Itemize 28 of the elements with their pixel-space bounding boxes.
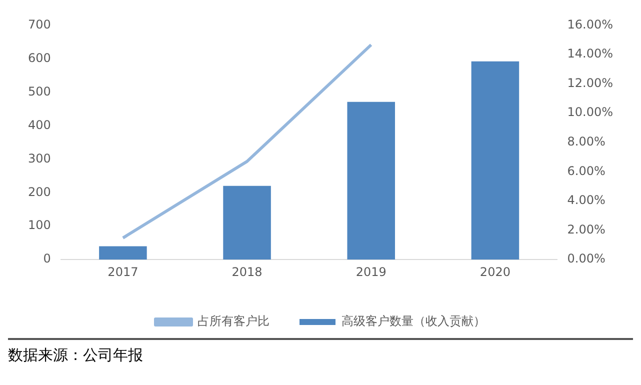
y2-tick-label: 2.00% [567, 222, 606, 236]
y2-tick-label: 0.00% [567, 252, 606, 266]
y-tick-label: 100 [28, 218, 51, 232]
source-note: 数据来源：公司年报 [8, 346, 144, 365]
bar [471, 61, 520, 260]
x-tick-label: 2018 [232, 264, 262, 279]
y-tick-label: 300 [28, 151, 51, 166]
y-tick-label: 400 [28, 118, 51, 132]
y-tick-label: 200 [28, 184, 51, 199]
y-tick-label: 500 [28, 84, 51, 98]
bar [347, 102, 396, 260]
y-tick-label: 600 [28, 50, 51, 65]
y2-tick-label: 6.00% [567, 164, 606, 178]
y2-tick-label: 8.00% [567, 134, 606, 149]
x-tick-label: 2020 [480, 264, 510, 279]
y-tick-label: 700 [28, 17, 51, 32]
y2-tick-label: 16.00% [567, 17, 614, 32]
legend-label: 高级客户数量（收入贡献） [342, 314, 486, 328]
bar [99, 246, 147, 260]
x-tick-label: 2019 [356, 264, 386, 279]
x-tick-label: 2017 [108, 264, 138, 279]
legend-label: 占所有客户比 [198, 314, 270, 328]
y-tick-label: 0 [43, 252, 51, 266]
y2-tick-label: 12.00% [567, 76, 614, 90]
y2-tick-label: 14.00% [567, 46, 614, 61]
y2-tick-label: 4.00% [567, 193, 606, 208]
y2-tick-label: 10.00% [567, 105, 614, 120]
bar [223, 186, 271, 260]
